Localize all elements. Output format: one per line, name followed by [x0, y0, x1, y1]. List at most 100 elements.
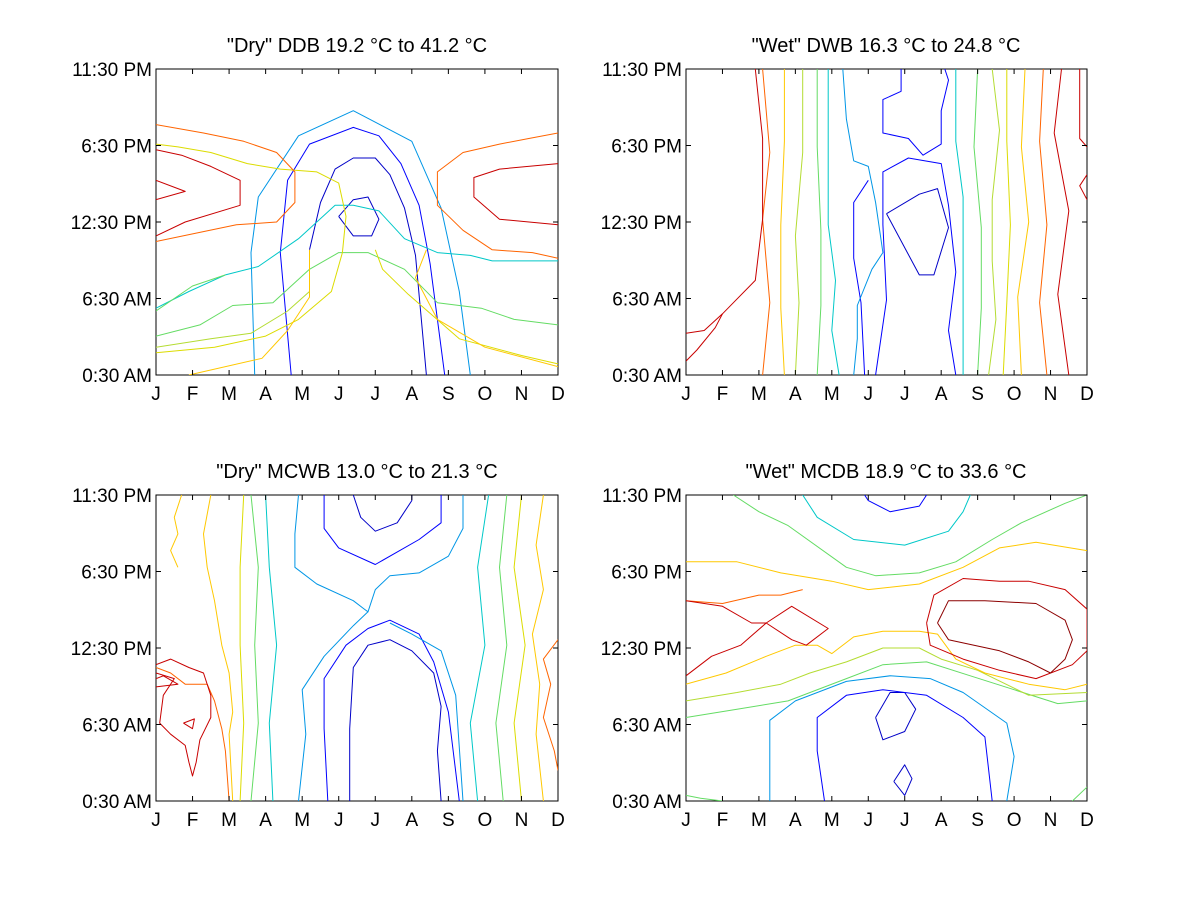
contour-line [816, 689, 993, 801]
x-tick-label: N [1044, 384, 1058, 405]
x-tick-label: S [442, 384, 455, 405]
x-tick-label: J [371, 810, 381, 831]
subplot-wet-dwb: "Wet" DWB 16.3 °C to 24.8 °C J F M A M J J A S O N… [601, 35, 1094, 405]
x-tick-label: F [717, 810, 729, 831]
x-tick-label: M [221, 810, 237, 831]
x-tick-label: O [478, 384, 493, 405]
x-tick-label: J [371, 384, 381, 405]
contour-line [875, 157, 957, 375]
contour-line [864, 495, 928, 513]
x-tick-label: M [294, 810, 310, 831]
x-tick-label: D [1080, 810, 1094, 831]
contour-line [156, 658, 212, 777]
contour-line [686, 313, 723, 362]
x-tick-label: A [789, 810, 802, 831]
y-tick-label: 11:30 PM [602, 60, 682, 81]
contour-line [686, 541, 1087, 591]
x-tick-label: A [935, 810, 948, 831]
contour-line [265, 495, 278, 801]
contour-line [686, 647, 1087, 702]
contour-line [686, 794, 723, 801]
x-tick-label: J [864, 810, 874, 831]
subplot-dry-ddb: "Dry" DDB 19.2 °C to 41.2 °C J F M A M J J A S O N… [71, 35, 565, 405]
x-tick-label: M [221, 384, 237, 405]
x-tick-label: D [551, 810, 565, 831]
contour-line [1079, 69, 1087, 148]
contour-line [156, 667, 230, 801]
y-tick-label: 6:30 PM [81, 137, 152, 158]
x-tick-label: N [1044, 810, 1058, 831]
contour-line [389, 622, 464, 801]
contour-line [338, 196, 380, 237]
contour-line [973, 69, 982, 375]
contour-line [733, 495, 1087, 577]
x-tick-label: J [681, 384, 691, 405]
y-tick-label: 6:30 PM [611, 563, 682, 584]
contour-line [765, 605, 829, 646]
y-tick-label: 6:30 AM [612, 716, 682, 737]
contour-line [926, 578, 1087, 680]
contour-line [816, 69, 822, 375]
contour-line [250, 495, 259, 801]
contour-line [1039, 69, 1048, 375]
x-tick-label: D [1080, 384, 1094, 405]
contour-line [183, 718, 195, 730]
contour-line [203, 495, 234, 801]
contour-line [1017, 69, 1030, 375]
y-tick-label: 0:30 AM [82, 366, 152, 387]
x-tick-label: O [1007, 810, 1022, 831]
contour-line [1079, 174, 1087, 200]
x-tick-label: F [187, 384, 199, 405]
y-tick-label: 0:30 AM [82, 792, 152, 813]
x-tick-label: J [334, 810, 344, 831]
contour-line [886, 188, 949, 276]
y-tick-label: 12:30 PM [601, 213, 682, 234]
plot-area [155, 68, 559, 376]
contour-line [882, 69, 949, 156]
contour-line [156, 291, 310, 348]
plot-area [155, 494, 559, 802]
contour-line [156, 252, 558, 337]
x-tick-label: S [971, 810, 984, 831]
x-tick-label: D [551, 384, 565, 405]
y-tick-label: 6:30 PM [81, 563, 152, 584]
x-tick-label: J [151, 384, 161, 405]
contour-line [1072, 786, 1087, 801]
y-tick-label: 6:30 PM [611, 137, 682, 158]
chart-title: "Dry" DDB 19.2 °C to 41.2 °C [227, 35, 487, 57]
y-tick-label: 11:30 PM [72, 60, 152, 81]
contour-line [156, 124, 296, 242]
contour-group [686, 69, 1087, 375]
chart-title: "Dry" MCWB 13.0 °C to 21.3 °C [216, 461, 497, 483]
y-tick-label: 12:30 PM [71, 639, 152, 660]
x-tick-label: O [1007, 384, 1022, 405]
y-tick-label: 6:30 AM [82, 716, 152, 737]
x-tick-label: J [681, 810, 691, 831]
contour-line [827, 69, 840, 375]
contour-line [436, 132, 558, 259]
contour-line [495, 495, 508, 801]
contour-line [1053, 69, 1070, 375]
contour-line [309, 157, 427, 375]
contour-line [473, 163, 558, 226]
contour-group [686, 495, 1087, 801]
x-tick-label: J [900, 810, 910, 831]
contour-line [156, 149, 241, 237]
x-tick-label: A [405, 810, 418, 831]
contour-line [955, 69, 964, 375]
x-tick-label: J [151, 810, 161, 831]
chart-title: "Wet" DWB 16.3 °C to 24.8 °C [752, 35, 1021, 57]
contour-line [513, 495, 526, 801]
x-tick-label: A [259, 810, 272, 831]
x-tick-label: J [864, 384, 874, 405]
contour-group [156, 110, 558, 375]
y-tick-label: 6:30 AM [82, 290, 152, 311]
contour-line [239, 495, 245, 801]
contour-line [349, 639, 442, 801]
contour-line [794, 69, 804, 375]
x-tick-label: M [824, 384, 840, 405]
y-tick-label: 0:30 AM [612, 366, 682, 387]
contour-line [156, 143, 347, 354]
x-tick-label: F [717, 384, 729, 405]
